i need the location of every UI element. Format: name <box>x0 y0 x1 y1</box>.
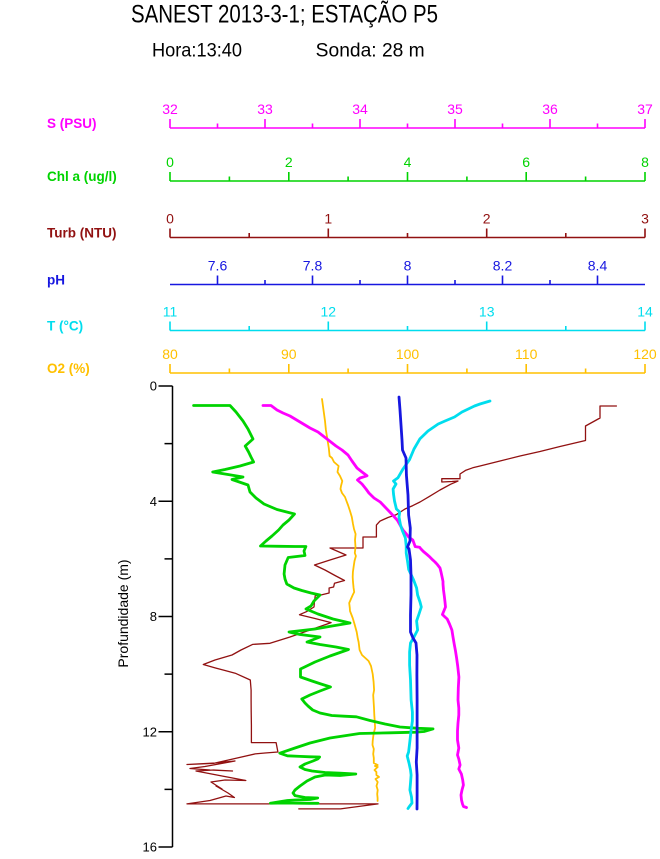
svg-text:0: 0 <box>166 154 174 170</box>
svg-text:7.6: 7.6 <box>208 258 228 274</box>
svg-text:8: 8 <box>641 154 649 170</box>
svg-text:2: 2 <box>285 154 293 170</box>
svg-text:pH: pH <box>47 273 65 288</box>
svg-text:Chl a (ug/l): Chl a (ug/l) <box>47 169 117 184</box>
svg-text:32: 32 <box>162 101 178 117</box>
svg-text:35: 35 <box>447 101 463 117</box>
svg-text:8: 8 <box>404 258 412 274</box>
svg-text:100: 100 <box>396 346 420 362</box>
svg-text:13: 13 <box>479 304 495 320</box>
svg-text:16: 16 <box>143 840 157 854</box>
svg-text:8: 8 <box>150 609 157 624</box>
svg-text:36: 36 <box>542 101 558 117</box>
svg-text:6: 6 <box>522 154 530 170</box>
svg-text:33: 33 <box>257 101 273 117</box>
svg-text:11: 11 <box>163 304 178 320</box>
svg-text:80: 80 <box>162 346 178 362</box>
svg-text:8.4: 8.4 <box>588 258 608 274</box>
svg-text:2: 2 <box>483 211 491 227</box>
svg-text:O2 (%): O2 (%) <box>47 361 90 376</box>
svg-text:Hora:13:40: Hora:13:40 <box>152 41 242 62</box>
svg-text:12: 12 <box>143 724 157 739</box>
svg-text:7.8: 7.8 <box>303 258 323 274</box>
svg-text:S (PSU): S (PSU) <box>47 116 97 131</box>
svg-text:0: 0 <box>150 379 157 394</box>
svg-text:Profundidade (m): Profundidade (m) <box>115 559 131 667</box>
svg-text:3: 3 <box>641 211 649 227</box>
svg-text:37: 37 <box>637 101 653 117</box>
svg-text:4: 4 <box>150 494 157 509</box>
svg-text:SANEST 2013-3-1; ESTAÇÃO P5: SANEST 2013-3-1; ESTAÇÃO P5 <box>131 0 438 29</box>
svg-text:0: 0 <box>166 211 174 227</box>
svg-text:8.2: 8.2 <box>493 258 513 274</box>
svg-text:Sonda: 28 m: Sonda: 28 m <box>316 41 425 62</box>
svg-text:12: 12 <box>321 304 337 320</box>
svg-text:34: 34 <box>352 101 368 117</box>
svg-text:90: 90 <box>281 346 297 362</box>
svg-text:T (°C): T (°C) <box>47 319 83 334</box>
svg-text:120: 120 <box>633 346 657 362</box>
svg-text:Turb (NTU): Turb (NTU) <box>47 226 116 241</box>
svg-text:4: 4 <box>404 154 412 170</box>
svg-text:14: 14 <box>637 304 653 320</box>
svg-text:110: 110 <box>515 346 538 362</box>
svg-text:1: 1 <box>324 211 332 227</box>
